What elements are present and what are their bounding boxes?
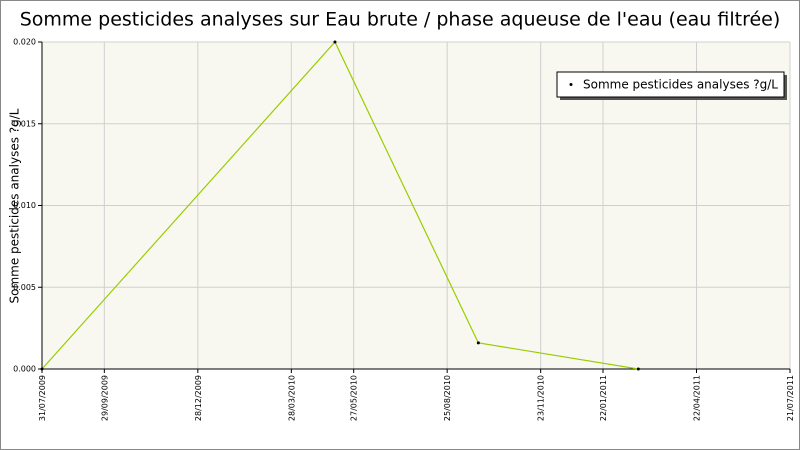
y-axis-label: Somme pesticides analyses ?g/L xyxy=(8,108,22,303)
y-tick-label: 0.010 xyxy=(13,201,36,210)
x-tick-label: 31/07/2009 xyxy=(38,375,47,421)
x-tick-label: 29/09/2009 xyxy=(100,375,109,421)
data-point xyxy=(40,367,44,371)
x-tick-label: 28/03/2010 xyxy=(287,375,296,421)
data-point xyxy=(333,40,337,44)
y-tick-label: 0.020 xyxy=(13,38,36,47)
x-tick-label: 22/01/2011 xyxy=(599,375,608,421)
legend-box xyxy=(556,71,785,98)
series-line xyxy=(41,40,639,370)
chart-title: Somme pesticides analyses sur Eau brute … xyxy=(20,9,781,31)
x-tick-label: 28/12/2009 xyxy=(194,375,203,421)
data-point xyxy=(476,341,480,345)
legend-marker xyxy=(569,83,573,86)
x-tick-label: 23/11/2010 xyxy=(537,375,546,421)
legend: Somme pesticides analyses ?g/L xyxy=(556,71,787,100)
data-point xyxy=(636,367,640,371)
x-tick-label: 21/07/2011 xyxy=(786,375,795,421)
x-tick-label: 27/05/2010 xyxy=(350,375,359,421)
y-tick-label: 0.000 xyxy=(13,365,36,374)
y-tick-label: 0.015 xyxy=(13,119,36,128)
x-tick-label: 22/04/2011 xyxy=(693,375,702,421)
y-tick-label: 0.005 xyxy=(13,283,36,292)
legend-label: Somme pesticides analyses ?g/L xyxy=(583,78,778,92)
x-tick-label: 25/08/2010 xyxy=(443,375,452,421)
